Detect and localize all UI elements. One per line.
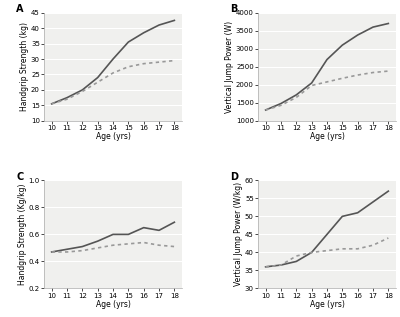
X-axis label: Age (yrs): Age (yrs) [96, 133, 130, 141]
Y-axis label: Handgrip Strength (kg): Handgrip Strength (kg) [20, 22, 30, 111]
Text: B: B [230, 4, 238, 14]
X-axis label: Age (yrs): Age (yrs) [310, 133, 344, 141]
Y-axis label: Vertical Jump Power (W): Vertical Jump Power (W) [226, 21, 234, 113]
X-axis label: Age (yrs): Age (yrs) [96, 300, 130, 309]
Text: C: C [16, 172, 24, 182]
Text: D: D [230, 172, 238, 182]
Y-axis label: Handgrip Strength (Kg/kg): Handgrip Strength (Kg/kg) [18, 184, 27, 285]
Y-axis label: Vertical Jump Power (W/kg): Vertical Jump Power (W/kg) [234, 182, 244, 287]
Text: A: A [16, 4, 24, 14]
X-axis label: Age (yrs): Age (yrs) [310, 300, 344, 309]
